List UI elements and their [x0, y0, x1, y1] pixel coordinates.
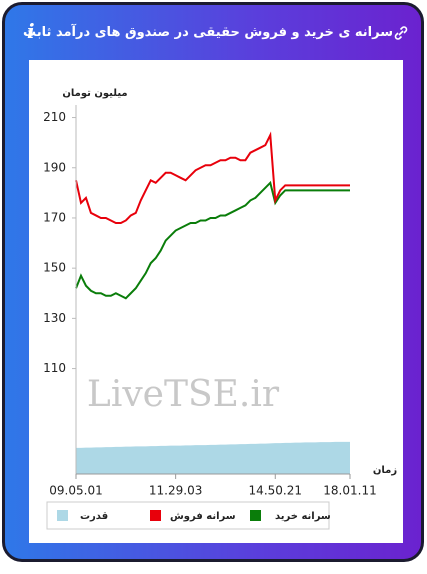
y-tick-label: 110: [43, 361, 66, 375]
line: [75, 131, 350, 224]
y-tick-label: 210: [43, 110, 66, 124]
x-tick-label: 11.29.03: [149, 484, 202, 498]
watermark: LiveTSE.ir: [87, 374, 280, 415]
x-tick-label: 14.50.21: [249, 484, 302, 498]
legend-box: [46, 501, 330, 530]
legend-swatch: [150, 510, 161, 521]
x-tick-label: 18.01.11: [323, 484, 376, 498]
y-tick-label: 190: [43, 160, 66, 174]
y-axis-label: میلیون تومان: [62, 88, 127, 99]
area: [76, 441, 350, 474]
legend-swatch: [57, 510, 68, 521]
legend-label: سرانه فروش: [170, 511, 236, 522]
x-tick-label: 09.05.01: [49, 484, 102, 498]
x-axis-label: زمان: [373, 465, 397, 476]
legend-label: سرانه خرید: [275, 511, 331, 522]
y-tick-label: 130: [43, 311, 66, 325]
y-tick-label: 150: [43, 261, 66, 275]
chart-title: سرانه ی خرید و فروش حقیقی در صندوق های د…: [23, 25, 393, 40]
line: [75, 180, 350, 300]
legend-swatch: [250, 510, 261, 521]
info-icon[interactable]: i: [27, 19, 35, 43]
y-tick-label: 170: [43, 210, 66, 224]
legend-label: قدرت: [80, 511, 108, 522]
link-icon[interactable]: [393, 25, 409, 41]
